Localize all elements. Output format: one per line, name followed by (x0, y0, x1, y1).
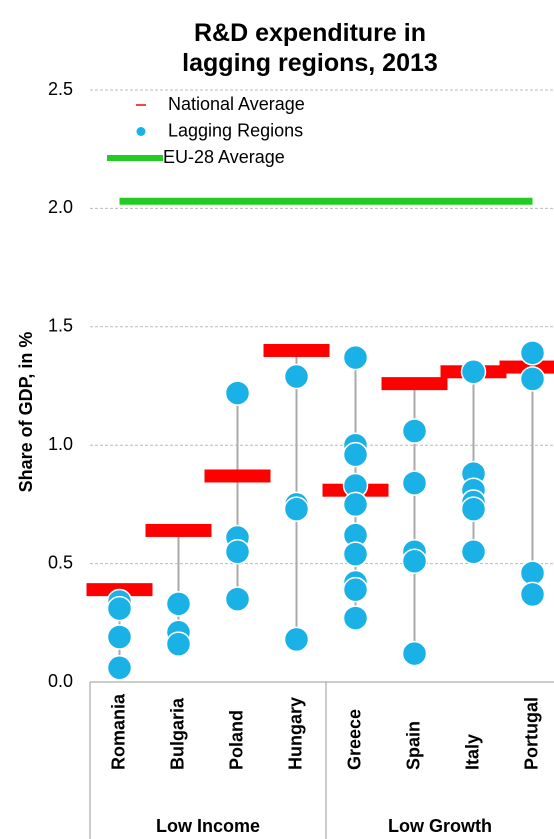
region-dot (519, 560, 546, 586)
y-tick-label: 2.0 (48, 197, 73, 217)
region-dot (519, 581, 546, 608)
x-tick-label: Greece (344, 709, 364, 770)
national-average (204, 469, 271, 483)
x-tick-label: Bulgaria (167, 697, 187, 770)
region-dot (106, 624, 133, 650)
region-dot (342, 344, 369, 371)
x-tick-label: Poland (226, 710, 246, 770)
region-dot (519, 340, 546, 366)
region-dot (224, 539, 251, 565)
region-dot (224, 586, 251, 612)
legend-marker (136, 127, 146, 136)
y-tick-label: 0.0 (48, 671, 73, 691)
region-dot (401, 548, 428, 574)
region-dot (106, 595, 133, 622)
region-dot (342, 491, 369, 518)
region-dot (283, 363, 310, 390)
y-tick-label: 2.5 (48, 79, 73, 99)
region-dot (283, 496, 310, 522)
region-dot (106, 655, 133, 681)
legend-label: National Average (168, 94, 305, 114)
region-dot (401, 470, 428, 496)
region-dot (342, 541, 369, 567)
region-dot (342, 441, 369, 468)
x-tick-label: Romania (108, 693, 128, 770)
x-tick-label: Spain (403, 721, 423, 770)
region-dot (519, 366, 546, 392)
region-dot (401, 418, 428, 444)
national-average (263, 343, 330, 357)
region-dot (224, 380, 251, 406)
national-average (145, 523, 212, 537)
x-tick-label: Portugal (521, 697, 541, 770)
region-dot (342, 576, 369, 603)
national-average (381, 377, 448, 391)
region-dot (460, 496, 487, 522)
region-dot (342, 605, 369, 631)
region-dot (460, 359, 487, 385)
legend-label: EU-28 Average (163, 147, 285, 167)
region-dot (460, 539, 487, 565)
x-tick-label: Hungary (285, 697, 305, 770)
group-label: Low Income (156, 816, 260, 836)
y-axis-label: Share of GDP, in % (16, 332, 36, 493)
region-dot (401, 640, 428, 667)
region-dot (165, 631, 192, 657)
region-dot (165, 591, 192, 617)
group-label: Low Growth (388, 816, 492, 836)
legend-label: Lagging Regions (168, 120, 303, 140)
x-tick-label: Italy (462, 734, 482, 770)
y-tick-label: 1.0 (48, 434, 73, 454)
chart-title: R&D expenditure in lagging regions, 2013 (182, 19, 438, 77)
region-dot (283, 626, 310, 653)
y-tick-label: 0.5 (48, 552, 73, 572)
y-tick-label: 1.5 (48, 316, 73, 336)
